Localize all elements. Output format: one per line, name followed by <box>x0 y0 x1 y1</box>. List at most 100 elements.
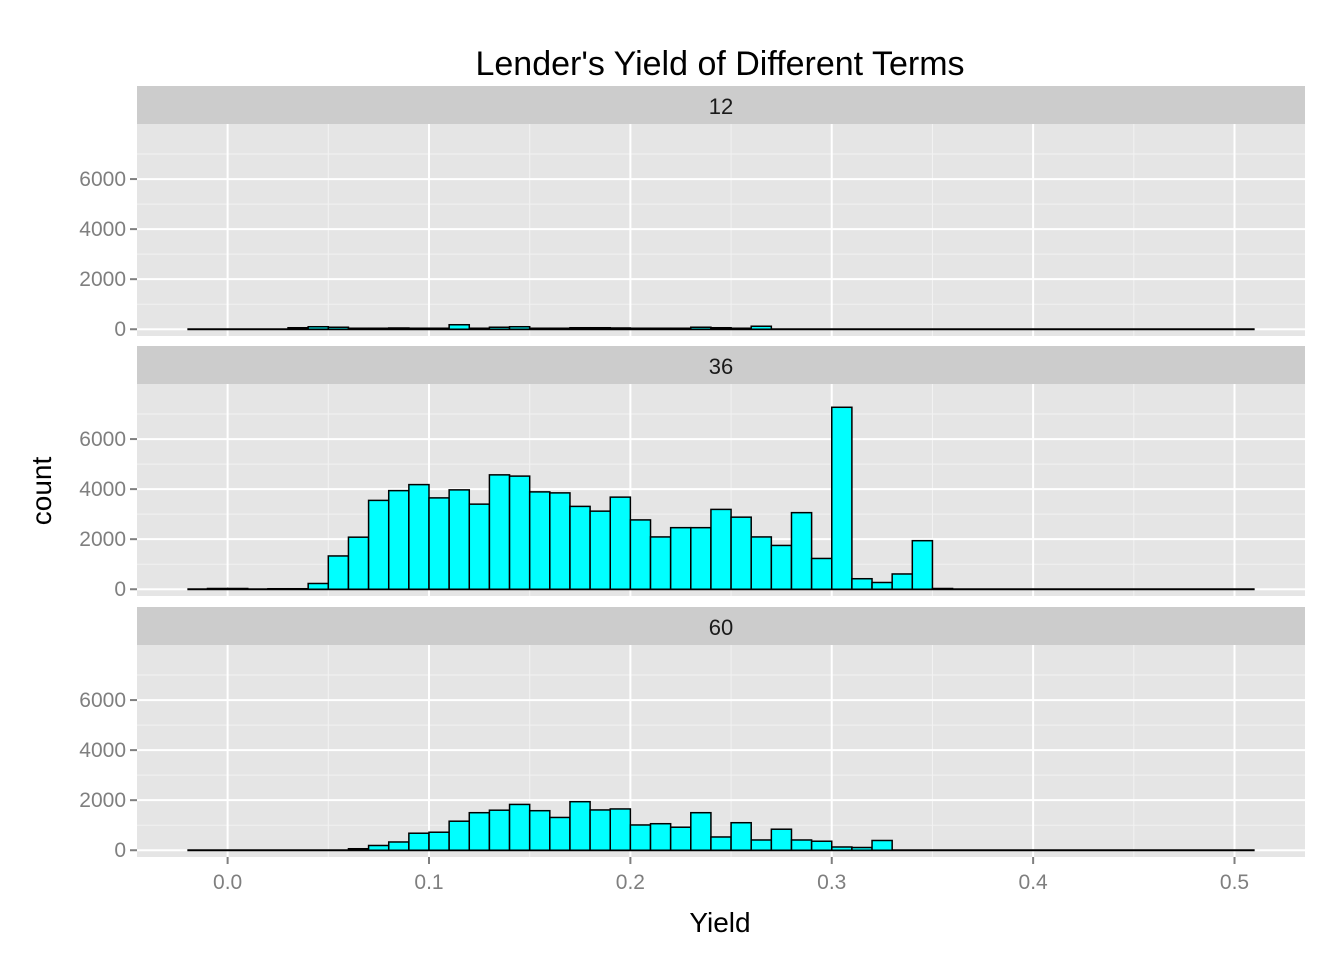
facet-strip <box>137 607 1305 645</box>
histogram-bar <box>549 327 571 330</box>
histogram-bar <box>609 808 632 851</box>
facet-strip-label: 12 <box>709 94 733 119</box>
histogram-bar <box>327 326 350 330</box>
histogram-bar <box>649 536 672 590</box>
histogram-bar <box>528 491 551 590</box>
histogram-bar <box>408 483 430 590</box>
histogram-bar <box>750 325 773 330</box>
histogram-bar <box>690 326 712 330</box>
x-tick-label: 0.0 <box>213 871 242 894</box>
histogram-bar <box>790 511 813 590</box>
facet-strip-label: 36 <box>709 354 733 379</box>
histogram-bar <box>408 832 430 851</box>
histogram-bar <box>871 581 893 590</box>
histogram-bar <box>831 406 853 590</box>
histogram-bar <box>669 327 692 330</box>
histogram-bar <box>287 326 309 330</box>
y-tick-label: 0 <box>114 839 126 862</box>
histogram-bar <box>347 847 370 851</box>
x-tick-label: 0.3 <box>817 871 846 894</box>
facet-strip-label: 60 <box>709 615 733 640</box>
histogram-bar <box>508 475 531 590</box>
histogram-bar <box>508 325 531 330</box>
facet-strip <box>137 86 1305 124</box>
histogram-bar <box>387 327 410 330</box>
x-axis-title: Yield <box>689 907 750 938</box>
histogram-bar <box>609 496 632 590</box>
histogram-bar <box>428 497 450 590</box>
facet-panel-12: 12 0 2000 4000 6000 <box>79 86 1305 341</box>
histogram-bar <box>649 327 672 330</box>
histogram-bar <box>810 840 833 851</box>
histogram-bar <box>387 841 410 851</box>
histogram-bar <box>307 582 330 590</box>
histogram-bar <box>589 510 611 590</box>
y-tick-label: 4000 <box>79 739 126 762</box>
histogram-bar <box>468 503 491 590</box>
histogram-bar <box>488 474 511 590</box>
histogram-bar <box>528 809 551 851</box>
histogram-bar <box>931 587 954 590</box>
histogram-bar <box>871 839 893 851</box>
histogram-bar <box>569 505 591 590</box>
histogram-bar <box>549 816 571 851</box>
histogram-bar <box>569 800 591 851</box>
histogram-bar <box>589 809 611 851</box>
histogram-bar <box>468 327 491 330</box>
histogram-bar <box>831 846 853 851</box>
histogram-bar <box>307 325 330 330</box>
histogram-bar <box>428 327 450 330</box>
histogram-bar <box>206 587 229 590</box>
y-tick-label: 2000 <box>79 528 126 551</box>
histogram-bar <box>730 516 752 590</box>
y-tick-label: 2000 <box>79 268 126 291</box>
y-tick-label: 0 <box>114 318 126 341</box>
y-tick-label: 6000 <box>79 168 126 191</box>
histogram-bar <box>226 587 249 590</box>
histogram-bar <box>790 839 813 851</box>
histogram-bar <box>327 555 350 590</box>
histogram-bar <box>367 327 390 330</box>
histogram-bar <box>629 327 652 330</box>
histogram-bar <box>690 811 712 851</box>
y-tick-label: 2000 <box>79 789 126 812</box>
histogram-bar <box>528 327 551 330</box>
histogram-bar <box>770 544 793 590</box>
y-tick-label: 6000 <box>79 428 126 451</box>
histogram-bar <box>468 811 491 851</box>
histogram-bar <box>750 536 773 590</box>
x-tick-label: 0.5 <box>1220 871 1249 894</box>
histogram-bar <box>589 326 611 330</box>
y-tick-label: 6000 <box>79 689 126 712</box>
histogram-bar <box>448 323 471 330</box>
histogram-bar <box>710 326 732 330</box>
histogram-bar <box>851 846 873 851</box>
histogram-bar <box>710 508 732 590</box>
histogram-bar <box>387 489 410 590</box>
histogram-bar <box>347 536 370 590</box>
y-tick-label: 0 <box>114 578 126 601</box>
histogram-bar <box>770 828 793 851</box>
histogram-bar <box>569 326 591 330</box>
histogram-bar <box>488 809 511 851</box>
histogram-bar <box>649 822 672 851</box>
chart-title: Lender's Yield of Different Terms <box>475 45 964 83</box>
x-axis: 0.0 0.1 0.2 0.3 0.4 0.5 <box>213 857 1249 894</box>
facet-panel-36: 36 0 2000 4000 6000 <box>79 346 1305 601</box>
histogram-bar <box>690 526 712 590</box>
facet-strip <box>137 346 1305 384</box>
histogram-bar <box>367 499 390 590</box>
histogram-bar <box>448 489 471 590</box>
histogram-bar <box>669 826 692 851</box>
histogram-bar <box>347 327 370 330</box>
histogram-bar <box>629 519 652 590</box>
histogram-bar <box>367 844 390 851</box>
histogram-bar <box>508 803 531 851</box>
y-axis-title: count <box>26 457 57 526</box>
histogram-bar <box>851 577 873 590</box>
histogram-bar <box>428 831 450 851</box>
histogram-bar <box>267 587 289 590</box>
histogram-bar <box>911 539 934 590</box>
histogram-bar <box>710 836 732 851</box>
histogram-bar <box>629 824 652 851</box>
